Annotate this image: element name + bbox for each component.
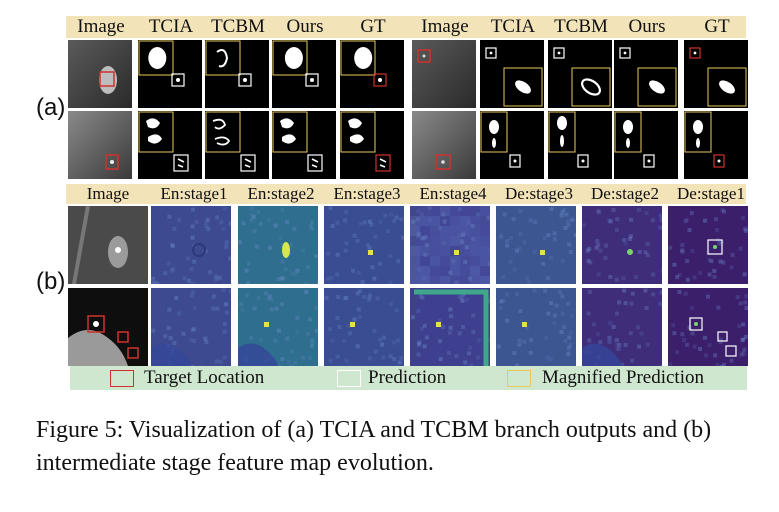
panel-b-tile-r2-c8 [668,288,748,366]
panel-b-header-6: De:stage3 [505,184,573,203]
panel-a-header-9: Ours [628,16,666,37]
panel-a-tile-r2-c5 [340,111,404,179]
panel-a-tile-r1-c7 [480,40,544,108]
panel-b-tile-r2-c7 [582,288,662,366]
panel-a-tile-r1-c2 [138,40,202,108]
panel-a-tile-r2-c8 [548,111,612,179]
panel-b-header-2: En:stage1 [160,184,228,203]
magnified-prediction-swatch [507,370,531,387]
figure-caption: Figure 5: Visualization of (a) TCIA and … [36,417,712,476]
panel-a-tile-r2-c3 [205,111,269,179]
panel-b-header-4: En:stage3 [333,184,401,203]
panel-a-header-1: Image [77,16,125,37]
panel-a-header-10: GT [704,16,730,37]
panel-b-tile-r1-c3 [238,206,318,284]
panel-a-tile-r1-c3 [205,40,269,108]
panel-b-tile-r1-c8 [668,206,748,284]
panel-a-tile-r1-c8 [548,40,612,108]
panel-b-header-7: De:stage2 [591,184,659,203]
panel-b-header-8: De:stage1 [677,184,745,203]
panel-b-tile-r1-c4 [324,206,404,284]
legend: Target Location Prediction Magnified Pre… [70,366,747,390]
panel-a-header-3: TCBM [211,16,265,37]
panel-a-tile-r1-c5 [340,40,404,108]
panel-a-tile-r2-c2 [138,111,202,179]
panel-b-tile-r2-c6 [496,288,576,366]
panel-b-tile-r1-c1 [68,206,148,284]
panel-a-tile-r1-c6 [412,40,476,108]
panel-a-tile-r2-c9 [614,111,678,179]
panel-b-tile-r2-c5 [410,288,490,366]
panel-a-header-4: Ours [286,16,324,37]
panel-b-tile-r1-c7 [582,206,662,284]
panel-a-tile-r2-c4 [272,111,336,179]
panel-a-label: (a) [36,94,66,121]
panel-b-header-5: En:stage4 [419,184,487,203]
prediction-swatch [337,370,361,387]
target-location-label: Target Location [144,367,265,388]
panel-b-tile-r2-c4 [324,288,404,366]
panel-b-header-1: Image [86,184,130,203]
panel-b-header-3: En:stage2 [247,184,315,203]
panel-b-tile-r2-c2 [151,288,231,366]
panel-a-header-8: TCBM [554,16,608,37]
panel-a-tile-r1-c9 [614,40,678,108]
panel-a-tile-r1-c1 [68,40,132,108]
panel-b-tile-r2-c3 [238,288,318,366]
magnified-prediction-label: Magnified Prediction [542,367,704,388]
panel-a-header-5: GT [360,16,386,37]
panel-b-tile-r1-c2 [151,206,231,284]
panel-b-tile-r1-c6 [496,206,576,284]
panel-b-header-bar [66,184,746,204]
panel-a-header-6: Image [421,16,469,37]
target-location-swatch [110,370,134,387]
panel-a-tile-r2-c10 [684,111,748,179]
panel-b-label: (b) [36,268,66,295]
panel-a-tile-r2-c6 [412,111,476,179]
panel-a-tile-r2-c7 [480,111,544,179]
panel-b-tile-r2-c1 [68,288,148,366]
panel-a-header-2: TCIA [148,16,194,37]
panel-a-tile-r1-c10 [684,40,748,108]
prediction-label: Prediction [368,367,447,388]
panel-a-tile-r1-c4 [272,40,336,108]
panel-a-header-7: TCIA [490,16,536,37]
panel-a-tile-r2-c1 [68,111,132,179]
panel-b-tile-r1-c5 [410,206,490,284]
panel-a-header-bar [66,16,746,38]
